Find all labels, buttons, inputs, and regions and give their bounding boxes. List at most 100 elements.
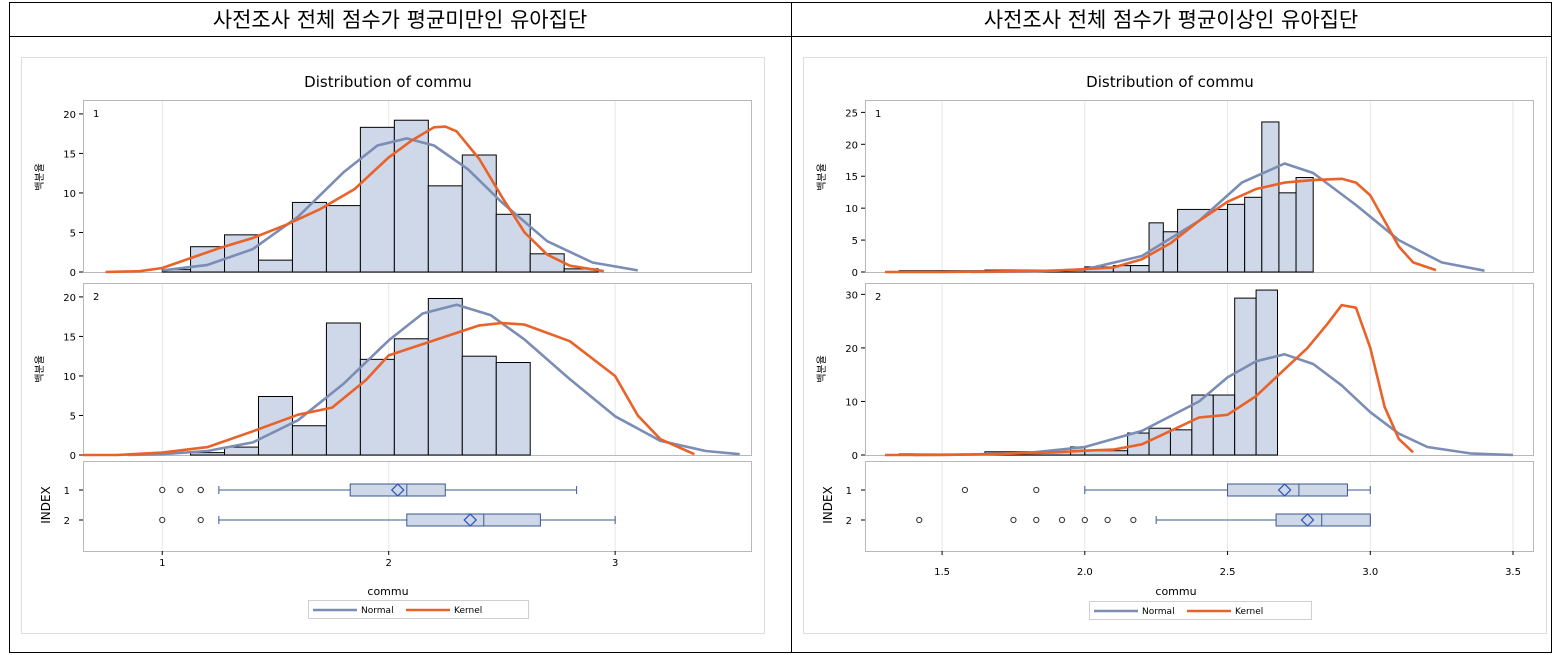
panel-label: 2 xyxy=(93,292,99,303)
y-tick-label: 5 xyxy=(70,411,76,422)
outlier-point xyxy=(197,486,204,494)
histogram-bar xyxy=(190,246,226,273)
x-tick-label: 2.0 xyxy=(1077,567,1093,578)
boxplot-row-label: 2 xyxy=(846,516,852,527)
right-chart-title: Distribution of commu xyxy=(1086,73,1254,91)
y-tick-label: 15 xyxy=(63,149,76,160)
histogram-bar xyxy=(393,338,429,456)
x-tick-label: 1.5 xyxy=(934,567,950,578)
histogram-bar xyxy=(1261,121,1280,273)
right-chart: Distribution of commu commu 백분율 백분율 INDE… xyxy=(803,57,1547,634)
normal-curve xyxy=(162,137,639,272)
histogram-bar xyxy=(1129,265,1150,273)
x-tick-label: 2.5 xyxy=(1220,567,1236,578)
y-tick-label: 0 xyxy=(852,268,858,279)
left-chart-title: Distribution of commu xyxy=(304,73,472,91)
y-tick-label: 30 xyxy=(845,290,858,301)
y-tick-label: 20 xyxy=(63,110,76,121)
outlier-point xyxy=(1058,516,1066,524)
kernel-curve xyxy=(105,125,605,274)
histogram-bar xyxy=(1278,192,1297,273)
outer-table-border xyxy=(9,2,1552,653)
iqr-box xyxy=(406,513,541,527)
right-boxplot-axis-label: INDEX xyxy=(821,486,835,524)
outlier-point xyxy=(1081,516,1088,524)
left-panel-2: 0 5 10 15 20 2 xyxy=(63,283,752,462)
outlier-point xyxy=(197,516,204,524)
mean-marker xyxy=(390,483,405,497)
histogram-bar xyxy=(1212,394,1236,456)
histogram-bar xyxy=(1255,289,1279,456)
histogram-bar xyxy=(427,297,463,456)
histogram-bar xyxy=(224,446,259,456)
outlier-point xyxy=(961,486,969,494)
histogram-bar xyxy=(1227,203,1246,273)
histogram-bar xyxy=(1234,297,1257,456)
boxplot-row-label: 1 xyxy=(64,486,70,497)
iqr-box xyxy=(1275,513,1371,527)
right-x-axis-label: commu xyxy=(1155,585,1196,598)
x-tick-label: 3 xyxy=(612,558,618,569)
outlier-point xyxy=(177,486,184,494)
iqr-box xyxy=(349,483,446,497)
left-legend-normal-label: Normal xyxy=(361,606,394,616)
panel-label: 1 xyxy=(875,109,881,120)
histogram-bar xyxy=(1169,429,1193,456)
boxplot-frame xyxy=(865,461,1534,552)
kernel-curve xyxy=(885,303,1414,457)
boxplot-row-label: 2 xyxy=(64,516,70,527)
boxplot-row-label: 1 xyxy=(846,486,852,497)
outlier-point xyxy=(1010,516,1017,524)
y-tick-label: 20 xyxy=(845,344,858,355)
right-legend-normal-label: Normal xyxy=(1142,607,1175,617)
histogram-bar xyxy=(359,126,395,273)
y-tick-label: 10 xyxy=(63,372,76,383)
mean-marker xyxy=(1300,513,1315,527)
boxplot-frame xyxy=(83,461,752,552)
y-tick-label: 5 xyxy=(70,228,76,239)
right-boxplot-panel: 12 xyxy=(846,461,1534,552)
y-tick-label: 5 xyxy=(852,236,858,247)
left-chart: Distribution of commu commu 백분율 백분율 INDE… xyxy=(21,57,765,634)
histogram-bar xyxy=(495,213,531,273)
histogram-bar xyxy=(495,362,531,456)
histogram-bar xyxy=(529,253,565,273)
outlier-point xyxy=(916,516,923,524)
histogram-bar xyxy=(1244,196,1263,273)
histogram-bar xyxy=(359,358,395,456)
left-boxplot-panel: 12 xyxy=(64,461,752,552)
panel-label: 2 xyxy=(875,292,881,303)
y-tick-label: 0 xyxy=(70,268,76,279)
y-tick-label: 10 xyxy=(845,204,858,215)
outlier-point xyxy=(1033,516,1040,524)
histogram-bar xyxy=(461,154,497,273)
y-tick-label: 15 xyxy=(845,172,858,183)
outlier-point xyxy=(1130,516,1137,524)
x-tick-label: 3.5 xyxy=(1505,567,1521,578)
y-tick-label: 20 xyxy=(845,140,858,151)
outlier-point xyxy=(159,516,166,524)
y-tick-label: 0 xyxy=(70,451,76,462)
histogram-bar xyxy=(325,205,361,273)
right-legend-kernel-label: Kernel xyxy=(1235,607,1263,617)
left-panel-1: 0 5 10 15 20 1 xyxy=(63,100,752,279)
y-tick-label: 0 xyxy=(852,451,858,462)
outlier-point xyxy=(1104,516,1111,524)
right-panel-2: 0 10 20 30 2 xyxy=(845,283,1534,462)
histogram-bar xyxy=(461,355,497,456)
kernel-curve xyxy=(83,321,695,457)
histogram-bar xyxy=(291,425,327,456)
kernel-curve xyxy=(885,177,1437,274)
normal-curve xyxy=(128,303,740,457)
y-tick-label: 10 xyxy=(63,189,76,200)
left-panel1-y-label: 백분율 xyxy=(34,163,46,191)
left-panel2-y-label: 백분율 xyxy=(34,355,46,383)
y-tick-label: 15 xyxy=(63,332,76,343)
left-legend-kernel-label: Kernel xyxy=(454,606,482,616)
outlier-point xyxy=(159,486,166,494)
y-tick-label: 10 xyxy=(845,397,858,408)
left-column-header: 사전조사 전체 점수가 평균미만인 유아집단 xyxy=(213,8,587,32)
right-panel1-y-label: 백분율 xyxy=(816,163,828,191)
normal-curve xyxy=(913,353,1514,457)
